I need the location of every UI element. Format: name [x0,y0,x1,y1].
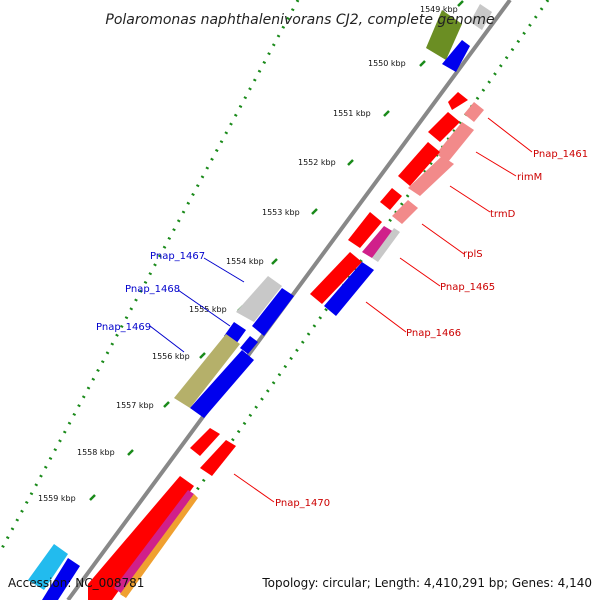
leader-line-pnap1465 [399,257,441,287]
gene-block-large-orange[interactable] [120,494,198,598]
tick-1552: 1552 kbp [298,158,354,167]
gene-block-rplS-pink[interactable] [392,200,418,224]
gc-skew-inner-track [0,0,300,553]
gene-block-pnap1465-grey[interactable] [372,228,400,262]
gene-block-pnap1468-blue-b[interactable] [240,336,258,354]
gene-block-large-magenta[interactable] [114,490,194,594]
tick-1558: 1558 kbp [77,448,134,457]
tick-label: 1559 kbp [38,494,76,503]
tick-1559: 1559 kbp [38,494,96,503]
genome-summary-text: Topology: circular; Length: 4,410,291 bp… [261,576,592,590]
gene-block-pnap1470-red-a[interactable] [190,428,220,456]
tick-label: 1556 kbp [152,352,190,361]
tick-label: 1555 kbp [189,305,227,314]
map-title: Polaromonas naphthalenivorans CJ2, compl… [105,12,494,28]
accession-text: Accession: NC_008781 [8,576,144,590]
gene-block-pnap1467-blue[interactable] [252,288,294,336]
tick-label: 1553 kbp [262,208,300,217]
leader-line-pnap1470 [233,473,275,503]
gene-label-pnap1461[interactable]: Pnap_1461 [533,149,588,160]
gene-block-pnap1466-blue[interactable] [324,262,374,316]
tick-label: 1552 kbp [298,158,336,167]
tick-mark [199,352,206,359]
gene-block-pnap1466-red[interactable] [310,252,362,304]
gene-block-pnap1465-red[interactable] [348,212,382,248]
tick-label: 1550 kbp [368,59,406,68]
gene-label-pnap1469[interactable]: Pnap_1469 [96,322,151,333]
gene-block-pnap1461-pink[interactable] [464,102,484,122]
tick-1557: 1557 kbp [116,401,170,410]
leader-line-pnap1461 [487,117,533,153]
gene-label-trmD[interactable]: trmD [490,209,516,220]
gene-label-rplS[interactable]: rplS [463,249,483,260]
tick-1555: 1555 kbp [189,305,244,314]
gene-block-trmD-red[interactable] [398,142,440,186]
tick-label: 1557 kbp [116,401,154,410]
gene-block-pnap1465-magenta[interactable] [362,226,394,258]
gene-block-olive-top[interactable] [426,10,462,60]
tick-mark [311,208,318,215]
leader-line-pnap1467 [203,257,245,283]
leader-line-pnap1468 [177,289,231,327]
gene-block-pnap1467-grey[interactable] [236,276,282,322]
gene-block-large-red[interactable] [88,476,194,600]
tick-mark [457,0,464,7]
leader-line-pnap1469 [149,325,185,353]
tick-1551: 1551 kbp [333,109,390,118]
tick-mark [347,159,354,166]
tick-1556: 1556 kbp [152,352,206,361]
tick-mark [163,401,170,408]
tick-mark [127,449,134,456]
tick-mark [271,258,278,265]
gene-block-pnap1469-blue[interactable] [190,350,254,418]
gene-label-pnap1466[interactable]: Pnap_1466 [406,328,461,339]
tick-1549: 1549 kbp [420,0,464,14]
gene-block-grey-top[interactable] [470,4,492,30]
gene-label-rimM[interactable]: rimM [517,172,542,183]
tick-mark [383,110,390,117]
tick-1554: 1554 kbp [226,257,278,266]
tick-label: 1551 kbp [333,109,371,118]
tick-label: 1554 kbp [226,257,264,266]
gene-block-pnap1461-red[interactable] [448,92,468,110]
tick-mark [419,60,426,67]
gene-block-rplS-red[interactable] [380,188,402,210]
gene-label-pnap1465[interactable]: Pnap_1465 [440,282,495,293]
tick-label: 1549 kbp [420,5,458,14]
tick-mark [89,494,96,501]
gene-block-cyan[interactable] [28,544,68,590]
tick-1550: 1550 kbp [368,59,426,68]
gene-block-rimM-pink[interactable] [436,122,474,162]
leader-line-rimM [475,151,517,177]
gene-block-trmD-pink[interactable] [408,156,454,196]
gene-block-rimM-red[interactable] [428,112,460,142]
tick-1553: 1553 kbp [262,208,318,217]
gene-label-pnap1468[interactable]: Pnap_1468 [125,284,180,295]
gene-label-pnap1470[interactable]: Pnap_1470 [275,498,330,509]
gene-label-pnap1467[interactable]: Pnap_1467 [150,251,205,262]
leader-line-rplS [421,223,465,255]
gene-block-blue-top[interactable] [442,40,470,72]
gene-block-pnap1470-red-b[interactable] [200,440,236,476]
tick-label: 1558 kbp [77,448,115,457]
leader-line-pnap1466 [365,301,407,333]
gene-block-pnap1469-olive[interactable] [174,334,240,408]
leader-line-trmD [449,185,491,213]
gene-block-blue-bottom[interactable] [42,558,80,600]
